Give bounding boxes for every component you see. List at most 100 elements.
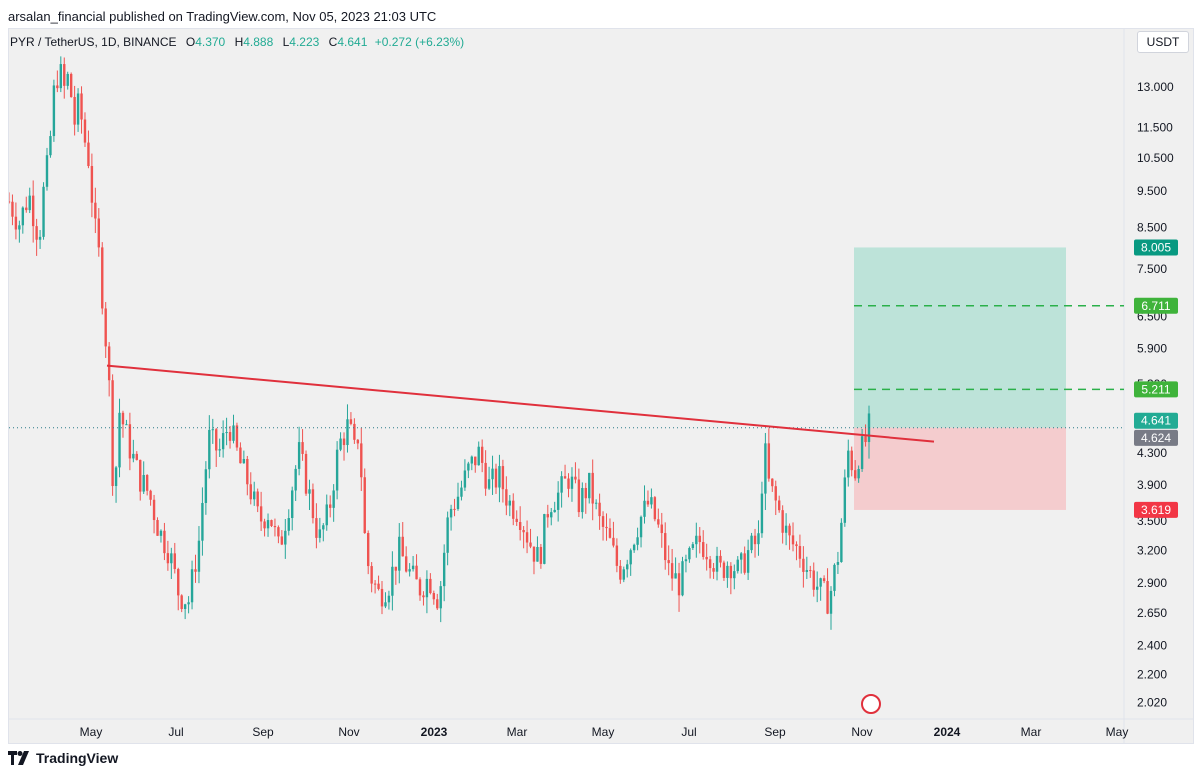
footer: TradingView xyxy=(8,750,118,766)
close-label: C xyxy=(328,35,338,49)
candle-body xyxy=(498,466,501,488)
candle-body xyxy=(653,497,657,520)
price-chart[interactable]: 13.00011.50010.5009.5008.5007.5006.5005.… xyxy=(9,29,1194,744)
candle-body xyxy=(722,562,726,578)
candle-body xyxy=(584,487,587,499)
high-label: H xyxy=(234,35,244,49)
candle-body xyxy=(135,453,138,460)
candle-body xyxy=(601,516,605,527)
candle-body xyxy=(322,525,325,530)
candle-body xyxy=(156,520,159,536)
candle-body xyxy=(90,166,94,203)
candle-body xyxy=(187,602,190,605)
candle-body xyxy=(273,526,277,528)
candle-body xyxy=(235,425,239,448)
price-tick-label: 4.300 xyxy=(1137,446,1167,460)
candle-body xyxy=(809,570,812,572)
candle-body xyxy=(840,522,843,563)
candle-body xyxy=(408,569,411,572)
candle-body xyxy=(843,477,847,523)
close-value: 4.641 xyxy=(337,35,368,49)
candle-body xyxy=(149,490,152,500)
candle-body xyxy=(87,142,90,167)
symbol-legend: PYR / TetherUS, 1D, BINANCE O4.370 H4.88… xyxy=(10,35,464,49)
candle-body xyxy=(107,346,111,381)
candle-body xyxy=(35,226,38,240)
candle-body xyxy=(204,469,208,503)
candle-body xyxy=(477,446,480,466)
price-badge-label: 8.005 xyxy=(1141,240,1171,254)
candle-body xyxy=(664,533,667,561)
candle-body xyxy=(695,535,698,545)
candle-body xyxy=(180,595,183,610)
candle-body xyxy=(781,510,784,533)
price-badge-label: 3.619 xyxy=(1141,503,1171,517)
candle-body xyxy=(246,458,249,485)
candle-body xyxy=(94,202,97,219)
candle-body xyxy=(836,562,840,565)
candle-body xyxy=(553,509,556,513)
candle-body xyxy=(377,583,380,589)
candle-body xyxy=(501,466,505,490)
candle-body xyxy=(757,533,760,545)
candle-body xyxy=(83,119,87,143)
price-tick-label: 5.900 xyxy=(1137,341,1167,355)
candle-body xyxy=(736,559,739,572)
candle-body xyxy=(626,564,629,570)
candle-body xyxy=(249,484,252,500)
candle-body xyxy=(166,553,170,564)
candle-body xyxy=(550,512,553,518)
candle-body xyxy=(125,424,128,426)
symbol-name[interactable]: PYR / TetherUS, 1D, BINANCE xyxy=(10,35,177,49)
candle-body xyxy=(128,424,132,459)
candle-body xyxy=(384,602,387,607)
candle-body xyxy=(750,535,753,551)
price-badge xyxy=(1134,429,1178,446)
candle-body xyxy=(636,537,639,545)
currency-button[interactable]: USDT xyxy=(1137,31,1189,53)
candle-body xyxy=(719,555,722,563)
candle-body xyxy=(470,456,474,464)
candle-body xyxy=(456,496,460,510)
candle-body xyxy=(594,502,598,504)
candle-body xyxy=(253,491,256,500)
candle-body xyxy=(190,569,194,603)
candle-body xyxy=(97,218,100,248)
candle-body xyxy=(73,96,76,125)
candle-body xyxy=(121,412,125,425)
candle-body xyxy=(284,530,287,545)
candle-body xyxy=(259,506,263,522)
candle-body xyxy=(487,479,491,489)
candle-body xyxy=(80,93,83,120)
candle-body xyxy=(764,443,767,494)
candle-body xyxy=(822,578,826,582)
candle-body xyxy=(712,568,715,572)
candle-body xyxy=(28,195,31,211)
candle-body xyxy=(353,423,356,440)
candle-body xyxy=(145,474,149,491)
candle-body xyxy=(411,565,415,570)
publish-header: arsalan_financial published on TradingVi… xyxy=(8,9,437,24)
candle-body xyxy=(221,433,225,450)
candle-body xyxy=(788,525,791,536)
candle-body xyxy=(201,502,204,541)
price-tick-label: 9.500 xyxy=(1137,184,1167,198)
candle-body xyxy=(778,500,781,511)
time-tick-label: Sep xyxy=(764,725,786,739)
candle-body xyxy=(622,569,625,580)
candle-body xyxy=(515,518,518,522)
candle-body xyxy=(159,530,163,536)
time-tick-label: May xyxy=(80,725,103,739)
chart-area[interactable]: 13.000 11.500 10.500 9.500 8.500 7.500 6.500 5.… xyxy=(8,28,1194,744)
candle-body xyxy=(708,559,712,569)
low-label: L xyxy=(282,35,290,49)
candle-body xyxy=(228,432,232,441)
candle-body xyxy=(829,590,833,614)
candle-body xyxy=(505,489,508,506)
candle-body xyxy=(819,578,822,587)
price-badge xyxy=(1134,412,1178,429)
candle-body xyxy=(263,521,266,529)
candle-body xyxy=(546,514,549,518)
candle-body xyxy=(449,508,453,518)
price-tick-label: 7.500 xyxy=(1137,262,1167,276)
